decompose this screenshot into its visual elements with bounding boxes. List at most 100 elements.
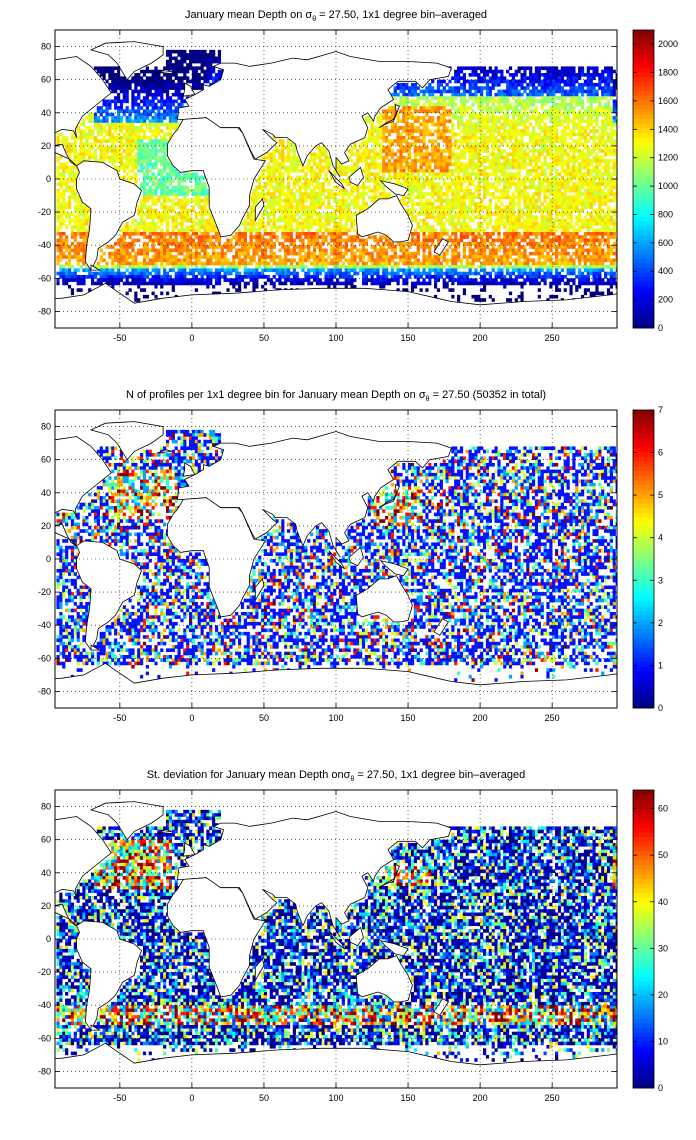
data-cell <box>157 89 161 94</box>
data-cell <box>361 182 366 186</box>
data-cell <box>307 195 311 200</box>
data-cell <box>589 179 593 183</box>
data-cell <box>471 66 475 71</box>
data-cell <box>580 102 585 107</box>
data-cell <box>180 215 184 220</box>
data-cell <box>142 86 147 90</box>
data-cell <box>531 82 536 87</box>
data-cell <box>448 119 452 124</box>
data-cell <box>318 202 322 206</box>
data-cell <box>462 218 466 223</box>
data-cell <box>307 205 311 210</box>
data-cell <box>436 89 441 94</box>
data-cell <box>154 208 158 213</box>
data-cell <box>454 179 458 183</box>
data-cell <box>292 162 296 167</box>
data-cell <box>137 116 141 120</box>
data-cell <box>604 96 608 100</box>
data-cell <box>174 66 178 71</box>
data-cell <box>552 73 556 77</box>
data-cell <box>116 116 121 120</box>
data-cell <box>131 126 135 130</box>
data-cell <box>549 135 553 140</box>
data-cell <box>615 212 617 216</box>
data-cell <box>560 106 564 110</box>
data-cell <box>154 188 158 193</box>
data-cell <box>431 169 435 173</box>
data-cell <box>281 205 285 210</box>
data-cell <box>413 129 417 133</box>
data-cell <box>399 109 403 114</box>
data-cell <box>160 155 164 160</box>
data-cell <box>517 69 521 74</box>
data-cell <box>609 215 613 220</box>
data-cell <box>154 129 158 133</box>
data-cell <box>459 76 464 80</box>
data-cell <box>471 192 475 196</box>
data-cell <box>382 165 386 170</box>
data-cell <box>134 142 138 147</box>
data-cell <box>425 106 429 110</box>
data-cell <box>295 165 299 170</box>
data-cell <box>604 195 608 200</box>
data-cell <box>572 119 576 124</box>
data-cell <box>517 92 521 97</box>
data-cell <box>508 205 513 210</box>
data-cell <box>459 112 464 117</box>
data-cell <box>174 122 178 127</box>
data-cell <box>557 222 562 226</box>
data-cell <box>468 139 472 143</box>
data-cell <box>511 116 515 120</box>
data-cell <box>160 212 164 216</box>
data-cell <box>459 188 464 193</box>
data-cell <box>157 198 161 203</box>
data-cell <box>615 185 617 190</box>
data-cell <box>563 116 567 120</box>
data-cell <box>255 195 259 200</box>
data-cell <box>336 159 340 163</box>
data-cell <box>477 162 481 167</box>
data-cell <box>154 96 158 100</box>
data-cell <box>514 155 518 160</box>
data-cell <box>569 179 573 183</box>
data-cell <box>73 215 77 220</box>
data-cell <box>384 135 389 140</box>
data-cell <box>379 122 383 127</box>
data-cell <box>384 162 389 167</box>
data-cell <box>523 99 527 104</box>
data-cell <box>364 165 368 170</box>
data-cell <box>468 165 472 170</box>
data-cell <box>523 73 527 77</box>
data-cell <box>514 99 518 104</box>
data-cell <box>157 109 161 114</box>
data-cell <box>592 129 596 133</box>
data-cell <box>543 155 547 160</box>
data-cell <box>431 96 435 100</box>
data-cell <box>287 182 291 186</box>
data-cell <box>462 73 466 77</box>
data-cell <box>93 116 98 120</box>
data-cell <box>497 152 501 157</box>
data-cell <box>575 116 579 120</box>
data-cell <box>163 102 167 107</box>
data-cell <box>526 66 530 71</box>
data-cell <box>520 73 524 77</box>
data-cell <box>560 96 564 100</box>
data-cell <box>477 215 481 220</box>
data-cell <box>131 162 135 167</box>
data-cell <box>514 69 518 74</box>
data-cell <box>520 66 524 71</box>
data-cell <box>171 49 175 54</box>
data-cell <box>154 82 158 87</box>
data-cell <box>480 119 484 124</box>
data-cell <box>189 49 193 54</box>
data-cell <box>413 119 417 124</box>
data-cell <box>468 122 472 127</box>
data-cell <box>258 185 262 190</box>
data-cell <box>508 66 513 71</box>
data-cell <box>517 198 521 203</box>
data-cell <box>405 155 409 160</box>
data-cell <box>390 126 394 130</box>
data-cell <box>598 99 602 104</box>
data-cell <box>148 135 152 140</box>
